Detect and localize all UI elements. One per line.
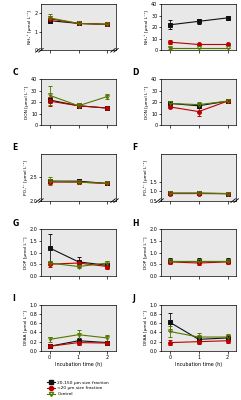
Y-axis label: DFAA [μmol L⁻¹]: DFAA [μmol L⁻¹]: [144, 310, 148, 345]
Text: A: A: [13, 0, 18, 2]
Text: I: I: [13, 294, 15, 303]
Y-axis label: DFAA [μmol L⁻¹]: DFAA [μmol L⁻¹]: [24, 310, 27, 345]
X-axis label: Incubation time (h): Incubation time (h): [55, 362, 102, 367]
Y-axis label: DON [μmol L⁻¹]: DON [μmol L⁻¹]: [25, 86, 29, 119]
Y-axis label: DON [μmol L⁻¹]: DON [μmol L⁻¹]: [145, 86, 149, 119]
Text: B: B: [133, 0, 138, 2]
Y-axis label: DOP [μmol L⁻¹]: DOP [μmol L⁻¹]: [24, 236, 27, 269]
Y-axis label: DOP [μmol L⁻¹]: DOP [μmol L⁻¹]: [144, 236, 148, 269]
X-axis label: Incubation time (h): Incubation time (h): [175, 362, 222, 367]
Text: G: G: [13, 219, 19, 228]
Y-axis label: PO₄³⁻ [μmol L⁻¹]: PO₄³⁻ [μmol L⁻¹]: [143, 160, 148, 195]
Y-axis label: NH₄⁺ [μmol L⁻¹]: NH₄⁺ [μmol L⁻¹]: [145, 10, 149, 44]
Legend: 20-150 μm size fraction, <20 μm size fraction, Control: 20-150 μm size fraction, <20 μm size fra…: [47, 380, 109, 396]
Text: E: E: [13, 144, 18, 152]
Text: H: H: [133, 219, 139, 228]
Text: C: C: [13, 68, 18, 77]
Text: D: D: [133, 68, 139, 77]
Y-axis label: NH₄⁺ [μmol L⁻¹]: NH₄⁺ [μmol L⁻¹]: [27, 10, 32, 44]
Y-axis label: PO₄³⁻ [μmol L⁻¹]: PO₄³⁻ [μmol L⁻¹]: [23, 160, 27, 195]
Text: F: F: [133, 144, 138, 152]
Text: J: J: [133, 294, 135, 303]
